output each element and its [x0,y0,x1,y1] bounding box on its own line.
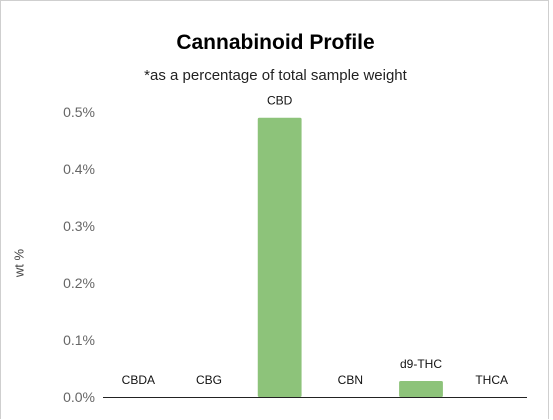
category-label-cbda: CBDA [122,373,155,387]
y-tick-label: 0.5% [63,104,95,120]
category-label-thca: THCA [475,373,508,387]
y-tick-label: 0.3% [63,218,95,234]
category-label-cbn: CBN [338,373,363,387]
chart-title: Cannabinoid Profile [176,31,375,54]
y-tick-label: 0.0% [63,389,95,405]
category-label-cbg: CBG [196,373,222,387]
y-tick-label: 0.2% [63,275,95,291]
y-tick-label: 0.4% [63,161,95,177]
y-tick-label: 0.1% [63,332,95,348]
category-label-d9-thc: d9-THC [400,357,442,371]
bar-d9-thc [399,381,443,397]
category-label-cbd: CBD [267,94,293,108]
chart-subtitle: *as a percentage of total sample weight [144,67,407,84]
bar-cbd [257,117,302,397]
